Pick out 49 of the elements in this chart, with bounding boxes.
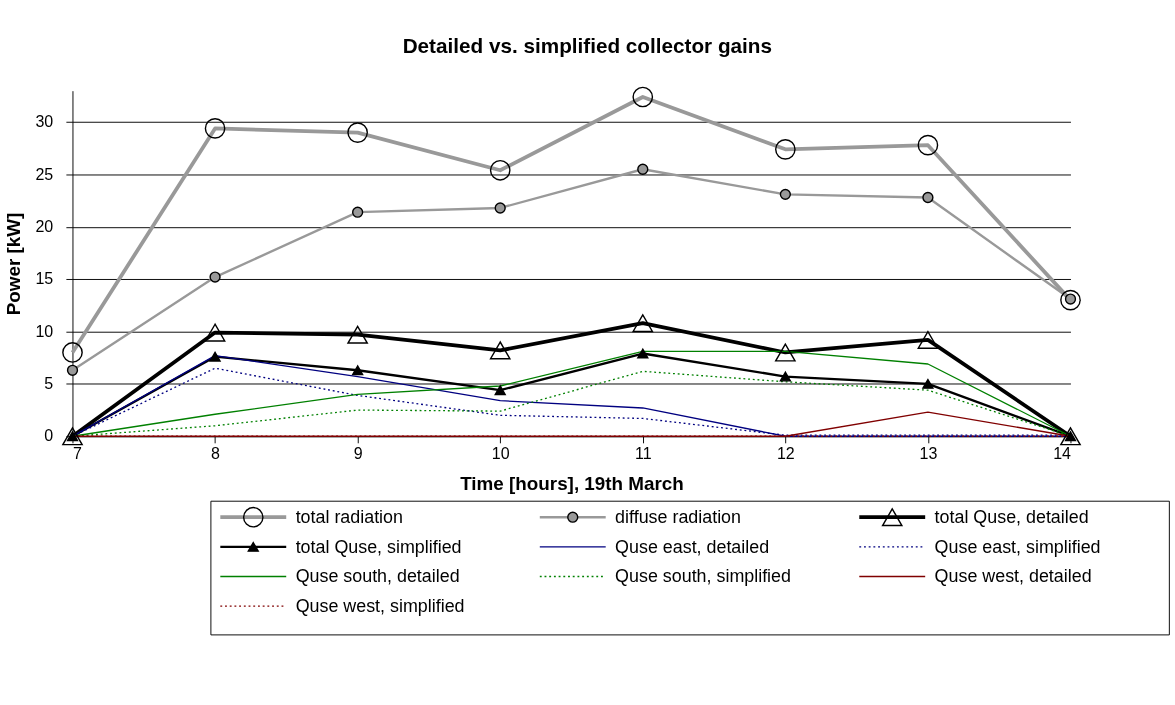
x-axis-title: Time [hours], 19th March <box>460 473 684 495</box>
point <box>1060 427 1081 446</box>
y-tick-label: 5 <box>44 375 54 393</box>
point <box>774 343 796 362</box>
point <box>489 341 511 360</box>
point <box>66 364 79 376</box>
x-tick-label: 12 <box>776 445 795 463</box>
point <box>494 202 506 214</box>
y-tick-label: 10 <box>35 322 54 340</box>
point <box>209 351 221 362</box>
y-tick-label: 30 <box>35 113 54 131</box>
x-tick-label: 8 <box>211 445 221 463</box>
point <box>204 323 226 342</box>
y-tick-label: 25 <box>35 165 54 183</box>
point <box>209 271 221 283</box>
point <box>917 330 939 349</box>
point <box>779 188 791 201</box>
legend-label: diffuse radiation <box>615 506 742 527</box>
y-tick-label: 20 <box>35 218 54 236</box>
legend-label: Quse west, simplified <box>295 595 465 616</box>
legend-label: Quse east, detailed <box>615 536 770 557</box>
point <box>922 378 934 389</box>
y-tick-label: 15 <box>35 270 54 288</box>
legend-label: Quse east, simplified <box>934 536 1101 557</box>
point <box>351 206 364 218</box>
x-tick-label: 10 <box>491 445 510 463</box>
chart-title: Detailed vs. simplified collector gains <box>402 34 772 58</box>
legend-label: total Quse, detailed <box>934 506 1089 527</box>
x-tick-label: 7 <box>72 445 82 463</box>
legend-label: Quse south, detailed <box>295 566 460 587</box>
point <box>351 365 364 376</box>
point <box>637 348 649 359</box>
point <box>632 314 654 333</box>
point <box>779 371 791 382</box>
point <box>922 191 934 204</box>
legend-label: Quse west, detailed <box>934 566 1092 587</box>
legend-label: total Quse, simplified <box>295 536 462 557</box>
point <box>347 325 368 344</box>
x-tick-label: 11 <box>634 445 652 463</box>
point <box>637 163 649 175</box>
x-tick-label: 13 <box>919 445 938 463</box>
y-axis-title: Power [kW] <box>3 212 25 316</box>
x-tick-label: 9 <box>353 445 363 463</box>
point <box>62 427 83 446</box>
point <box>494 385 506 396</box>
y-tick-label: 0 <box>44 427 54 445</box>
x-tick-label: 14 <box>1053 445 1072 463</box>
legend-label: Quse south, simplified <box>615 566 791 587</box>
legend-label: total radiation <box>295 506 403 527</box>
